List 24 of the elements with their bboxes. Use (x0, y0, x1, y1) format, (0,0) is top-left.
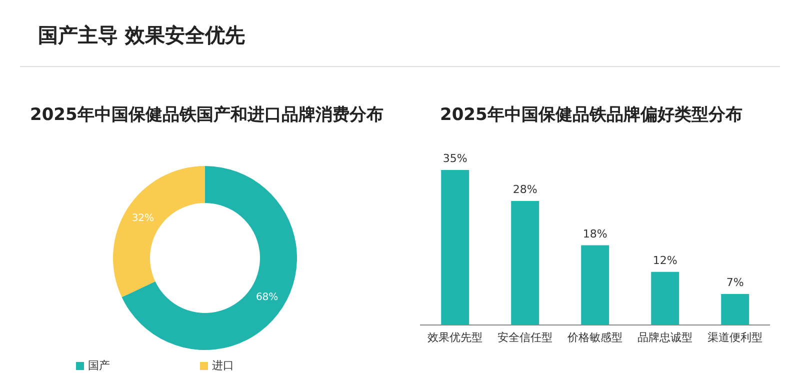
data-label: 32% (132, 213, 154, 224)
chart-title: 2025年中国保健品铁品牌偏好类型分布 (440, 104, 742, 126)
legend-label: 进口 (212, 359, 234, 372)
bar (581, 245, 610, 325)
donut-slice (122, 166, 297, 350)
data-label: 28% (512, 183, 538, 196)
data-label: 7% (726, 276, 744, 289)
data-label: 12% (652, 254, 678, 267)
x-tick-label: 安全信任型 (498, 330, 552, 344)
donut-slice (113, 166, 205, 298)
x-tick-label: 价格敏感型 (566, 330, 622, 344)
data-label: 35% (442, 152, 468, 165)
text: 国产主导 效果安全优先 (38, 22, 245, 49)
data-label: 68% (256, 292, 278, 303)
bar (721, 294, 750, 325)
data-label: 18% (582, 227, 608, 240)
x-tick-label: 效果优先型 (428, 330, 482, 344)
bar (441, 170, 470, 325)
bar (511, 201, 540, 325)
legend-label: 国产 (88, 359, 110, 372)
bar (651, 272, 680, 325)
chart-title: 2025年中国保健品铁国产和进口品牌消费分布 (30, 104, 384, 126)
x-tick-label: 品牌忠诚型 (638, 330, 692, 344)
x-tick-label: 渠道便利型 (708, 330, 762, 344)
